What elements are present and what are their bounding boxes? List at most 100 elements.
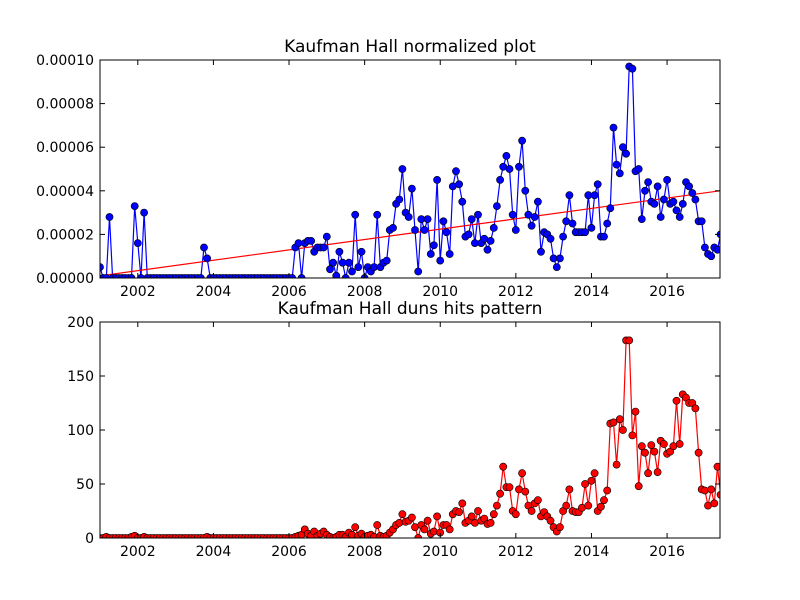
top-data-point	[534, 197, 542, 206]
top-data-point	[436, 256, 445, 265]
top-data-point	[650, 199, 659, 208]
top-data-point	[140, 208, 148, 217]
top-data-point	[505, 165, 514, 173]
bottom-data-point	[672, 396, 681, 405]
bottom-data-point	[603, 486, 612, 495]
top-data-point	[669, 197, 678, 206]
bottom-data-point	[581, 480, 589, 488]
top-data-point	[559, 232, 567, 241]
bottom-axis-ticks: 2002 2004 2006 2008 2010 2012 2014 2016 0 50 100 15…	[67, 315, 720, 560]
bottom-data-point	[701, 486, 709, 495]
bottom-data-point	[713, 462, 720, 471]
top-y-tick-label: 0.00002	[36, 227, 94, 243]
bottom-data-point	[423, 516, 432, 525]
top-data-point	[612, 160, 621, 169]
top-data-point	[511, 226, 520, 234]
top-data-point	[404, 213, 413, 221]
top-data-point	[322, 232, 331, 241]
top-x-tick-label: 2004	[196, 284, 232, 300]
top-data-point	[348, 267, 356, 276]
bottom-subplot: Kaufman Hall duns hits pattern 2002 2004 2…	[67, 299, 721, 560]
top-data-point	[515, 162, 523, 171]
top-data-point	[445, 250, 454, 258]
top-data-point	[628, 64, 637, 73]
bottom-x-tick-label: 2002	[120, 544, 156, 560]
top-trend-line	[100, 190, 720, 277]
top-data-point	[407, 184, 416, 193]
top-data-point	[382, 256, 391, 265]
top-data-point	[641, 186, 649, 195]
bottom-data-point	[348, 530, 356, 538]
bottom-plot-marks	[100, 336, 720, 538]
bottom-data-point	[590, 469, 599, 478]
bottom-data-point	[565, 485, 574, 494]
top-data-point	[458, 197, 467, 206]
top-x-tick-label: 2014	[574, 284, 610, 300]
bottom-data-point	[584, 501, 593, 510]
top-data-point	[678, 199, 687, 208]
bottom-data-point	[634, 482, 643, 491]
top-data-point	[622, 149, 630, 158]
top-data-point	[130, 202, 139, 210]
top-data-point	[429, 241, 438, 250]
bottom-data-point	[420, 525, 429, 534]
top-y-tick-label: 0.00000	[36, 271, 94, 287]
bottom-data-point	[619, 426, 627, 434]
top-y-tick-label: 0.00004	[36, 184, 94, 200]
top-data-point	[411, 226, 419, 234]
bottom-data-point	[518, 469, 526, 478]
top-data-point	[568, 219, 577, 228]
bottom-data-point	[429, 527, 438, 536]
top-data-point	[351, 210, 360, 219]
bottom-data-point	[414, 534, 423, 538]
top-data-point	[637, 215, 646, 223]
bottom-data-point	[373, 521, 382, 529]
top-data-point	[200, 243, 208, 252]
bottom-data-point	[351, 523, 360, 532]
bottom-x-tick-label: 2006	[271, 544, 307, 560]
bottom-data-point	[505, 483, 514, 492]
top-data-point	[675, 213, 684, 221]
top-x-tick-label: 2008	[347, 284, 383, 300]
top-data-point	[713, 245, 720, 254]
bottom-data-point	[597, 502, 605, 511]
bottom-data-point	[625, 336, 634, 345]
top-y-tick-label: 0.00006	[36, 140, 94, 156]
bottom-data-point	[644, 469, 652, 478]
top-data-point	[442, 228, 451, 237]
top-data-point	[329, 258, 337, 267]
bottom-x-tick-label: 2010	[422, 544, 458, 560]
bottom-data-point	[647, 441, 656, 449]
top-data-point	[565, 191, 574, 200]
top-data-point	[489, 223, 498, 232]
bottom-data-point	[474, 507, 482, 515]
bottom-data-point	[407, 513, 416, 522]
bottom-data-point	[691, 404, 700, 413]
bottom-x-tick-label: 2014	[574, 544, 610, 560]
top-data-point	[581, 228, 589, 237]
bottom-x-tick-label: 2004	[196, 544, 232, 560]
bottom-data-point	[707, 485, 716, 494]
bottom-data-point	[556, 523, 564, 532]
top-data-point	[527, 221, 536, 230]
bottom-x-tick-label: 2008	[347, 544, 383, 560]
top-data-point	[502, 151, 511, 160]
top-data-point	[395, 195, 404, 204]
bottom-data-point	[716, 490, 720, 499]
bottom-data-point	[467, 512, 476, 521]
bottom-data-point	[612, 460, 621, 469]
top-data-point	[414, 267, 423, 276]
top-data-point	[483, 245, 492, 254]
top-data-point	[455, 180, 463, 189]
bottom-data-point	[653, 468, 662, 476]
bottom-data-point	[398, 510, 407, 519]
bottom-data-point	[395, 519, 404, 527]
top-data-point	[105, 213, 114, 221]
top-x-tick-label: 2010	[422, 284, 458, 300]
top-data-point	[587, 223, 596, 232]
bottom-data-point	[486, 519, 495, 527]
bottom-data-point	[511, 510, 520, 519]
top-data-point	[701, 243, 709, 252]
